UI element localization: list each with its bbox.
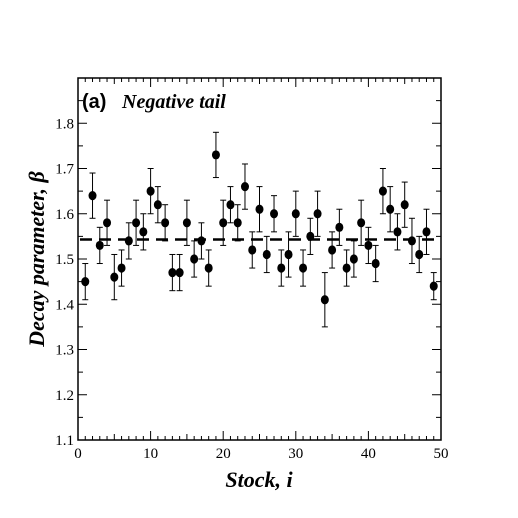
data-point: [306, 231, 315, 241]
data-point: [407, 236, 416, 246]
data-point: [342, 263, 351, 273]
data-point: [168, 267, 177, 278]
data-point: [233, 218, 242, 228]
data-point: [110, 272, 119, 282]
x-tick-label: 40: [361, 446, 376, 462]
panel-label: (a): [82, 91, 106, 113]
data-point: [335, 222, 344, 232]
data-point: [190, 254, 199, 264]
x-tick-label: 0: [74, 446, 82, 462]
error-bars: [82, 131, 437, 328]
data-point: [371, 258, 380, 269]
data-point: [81, 277, 90, 287]
data-point: [422, 227, 431, 237]
data-point: [95, 240, 104, 251]
y-tick-labels: 1.1 1.2 1.3 1.4 1.5 1.6 1.7 1.8: [55, 116, 74, 449]
data-point: [146, 186, 155, 196]
data-point: [103, 218, 112, 228]
x-tick-label: 50: [434, 446, 449, 462]
data-point: [364, 240, 373, 251]
data-point: [284, 249, 293, 260]
data-point: [270, 209, 279, 219]
data-points: [81, 150, 438, 305]
data-point: [313, 209, 322, 219]
x-tick-label: 20: [216, 446, 231, 462]
y-tick-label: 1.8: [55, 116, 74, 132]
axis-ticks: [77, 77, 442, 441]
data-point: [248, 245, 257, 255]
data-point: [226, 200, 235, 210]
data-point: [175, 267, 184, 278]
data-point: [277, 263, 286, 273]
data-point: [197, 236, 206, 246]
data-point: [328, 245, 337, 255]
y-tick-label: 1.6: [55, 207, 74, 223]
data-point: [429, 281, 438, 291]
x-tick-labels: 0 10 20 30 40 50: [74, 446, 448, 462]
y-tick-label: 1.2: [55, 388, 74, 404]
x-tick-label: 10: [143, 446, 158, 462]
data-point: [415, 249, 424, 260]
data-point: [219, 218, 228, 228]
data-point: [182, 218, 191, 228]
x-axis-title: Stock, i: [225, 467, 293, 492]
plot-frame: [77, 77, 442, 441]
y-axis-title: Decay parameter, β: [24, 170, 49, 347]
y-tick-label: 1.1: [55, 433, 74, 449]
data-point: [211, 150, 220, 160]
chart-title: Negative tail: [121, 91, 226, 113]
data-point: [349, 254, 358, 264]
data-point: [161, 218, 170, 228]
data-point: [204, 263, 213, 273]
data-point: [262, 249, 271, 260]
data-point: [400, 200, 409, 210]
data-point: [240, 182, 249, 192]
data-point: [378, 186, 387, 196]
data-point: [88, 191, 97, 201]
data-point: [255, 204, 264, 214]
x-tick-label: 30: [288, 446, 303, 462]
data-point: [132, 218, 141, 228]
y-tick-label: 1.3: [55, 343, 74, 359]
data-point: [357, 218, 366, 228]
data-point: [153, 200, 162, 210]
y-tick-label: 1.4: [55, 297, 74, 313]
data-point: [117, 263, 126, 273]
data-point: [393, 227, 402, 237]
y-tick-label: 1.7: [55, 162, 74, 178]
data-point: [320, 295, 329, 305]
data-point: [386, 204, 395, 214]
data-point: [291, 209, 300, 219]
y-tick-label: 1.5: [55, 252, 74, 268]
data-point: [139, 227, 148, 237]
data-point: [124, 236, 133, 246]
data-point: [299, 263, 308, 273]
